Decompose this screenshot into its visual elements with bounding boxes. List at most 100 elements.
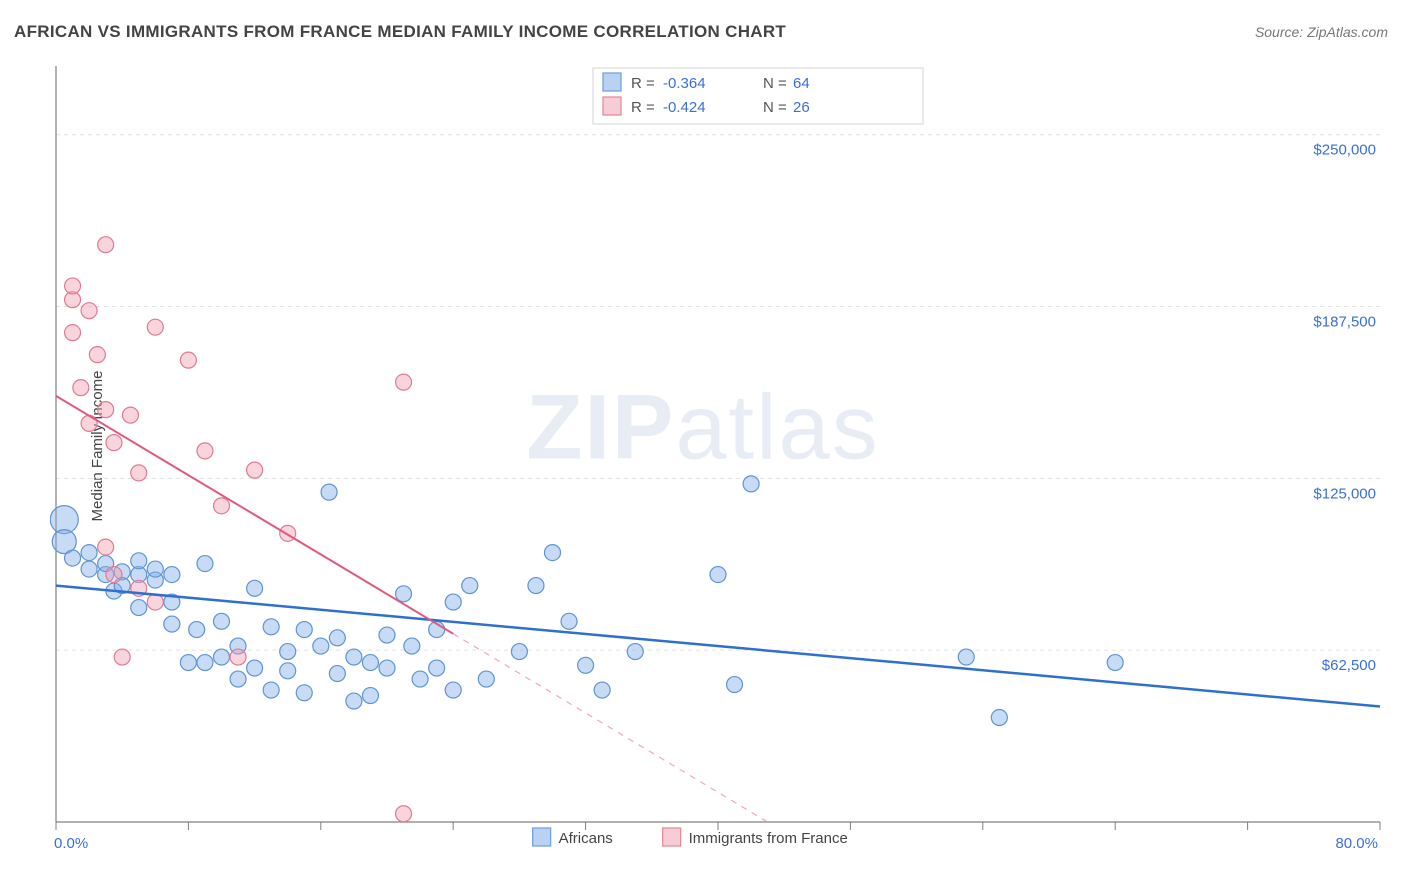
y-tick-label: $125,000 <box>1313 485 1376 502</box>
x-axis-max-label: 80.0% <box>1335 835 1378 852</box>
data-point <box>98 402 114 418</box>
data-point <box>114 649 130 665</box>
data-point <box>958 649 974 665</box>
data-point <box>106 567 122 583</box>
correlation-r-label: R = <box>631 99 655 116</box>
data-point <box>263 619 279 635</box>
data-point <box>81 545 97 561</box>
data-point <box>81 415 97 431</box>
data-point <box>379 627 395 643</box>
data-point <box>122 407 138 423</box>
data-point <box>98 237 114 253</box>
data-point <box>462 578 478 594</box>
data-point <box>247 462 263 478</box>
correlation-r-value: -0.424 <box>663 99 706 116</box>
data-point <box>396 806 412 822</box>
data-point <box>1107 655 1123 671</box>
data-point <box>561 613 577 629</box>
chart-title: AFRICAN VS IMMIGRANTS FROM FRANCE MEDIAN… <box>14 22 786 42</box>
data-point <box>247 660 263 676</box>
correlation-n-value: 64 <box>793 75 810 92</box>
data-point <box>396 586 412 602</box>
data-point <box>164 567 180 583</box>
data-point <box>362 655 378 671</box>
data-point <box>197 556 213 572</box>
data-point <box>743 476 759 492</box>
data-point <box>727 677 743 693</box>
data-point <box>280 644 296 660</box>
data-point <box>81 561 97 577</box>
source-label: Source: ZipAtlas.com <box>1255 24 1388 40</box>
data-point <box>329 666 345 682</box>
data-point <box>627 644 643 660</box>
correlation-n-label: N = <box>763 75 787 92</box>
legend-swatch <box>603 97 621 115</box>
data-point <box>578 657 594 673</box>
data-point <box>89 347 105 363</box>
data-point <box>189 622 205 638</box>
data-point <box>164 616 180 632</box>
data-point <box>263 682 279 698</box>
scatter-chart: $62,500 $125,000 $187,500 $250,000 0.0% 80.0%… <box>50 62 1390 852</box>
data-point <box>214 613 230 629</box>
data-point <box>396 374 412 390</box>
data-point <box>106 435 122 451</box>
data-point <box>404 638 420 654</box>
correlation-n-label: N = <box>763 99 787 116</box>
y-tick-label: $62,500 <box>1322 657 1376 674</box>
data-point <box>147 594 163 610</box>
data-point <box>214 498 230 514</box>
data-point <box>180 655 196 671</box>
legend-label: Africans <box>559 830 613 847</box>
data-point <box>478 671 494 687</box>
data-point <box>230 671 246 687</box>
data-point <box>296 685 312 701</box>
data-point <box>197 443 213 459</box>
data-point <box>313 638 329 654</box>
data-point <box>65 550 81 566</box>
data-point <box>214 649 230 665</box>
data-point <box>65 278 81 294</box>
data-point <box>346 693 362 709</box>
data-point <box>362 688 378 704</box>
chart-svg: $62,500 $125,000 $187,500 $250,000 0.0% 80.0%… <box>50 62 1390 852</box>
legend-swatch <box>603 73 621 91</box>
data-point <box>147 561 163 577</box>
data-point <box>594 682 610 698</box>
data-point <box>991 710 1007 726</box>
data-point <box>296 622 312 638</box>
data-point <box>65 325 81 341</box>
data-point <box>81 303 97 319</box>
legend-swatch <box>663 828 681 846</box>
data-point <box>528 578 544 594</box>
data-point <box>346 649 362 665</box>
data-point <box>98 539 114 555</box>
data-point <box>545 545 561 561</box>
data-point <box>131 600 147 616</box>
data-point <box>131 465 147 481</box>
data-point <box>131 553 147 569</box>
data-point <box>511 644 527 660</box>
data-point <box>197 655 213 671</box>
data-point <box>180 352 196 368</box>
data-point <box>329 630 345 646</box>
data-point <box>445 594 461 610</box>
legend-label: Immigrants from France <box>689 830 848 847</box>
correlation-r-value: -0.364 <box>663 75 706 92</box>
data-point <box>412 671 428 687</box>
data-point <box>379 660 395 676</box>
y-tick-label: $187,500 <box>1313 314 1376 331</box>
data-point <box>429 660 445 676</box>
y-tick-label: $250,000 <box>1313 142 1376 159</box>
regression-line <box>56 586 1380 707</box>
data-point <box>445 682 461 698</box>
data-point <box>710 567 726 583</box>
correlation-n-value: 26 <box>793 99 810 116</box>
x-axis-min-label: 0.0% <box>54 835 88 852</box>
data-point <box>280 663 296 679</box>
data-point <box>321 484 337 500</box>
data-point <box>247 580 263 596</box>
data-point <box>147 319 163 335</box>
regression-line-dashed <box>453 634 767 822</box>
data-point <box>230 649 246 665</box>
